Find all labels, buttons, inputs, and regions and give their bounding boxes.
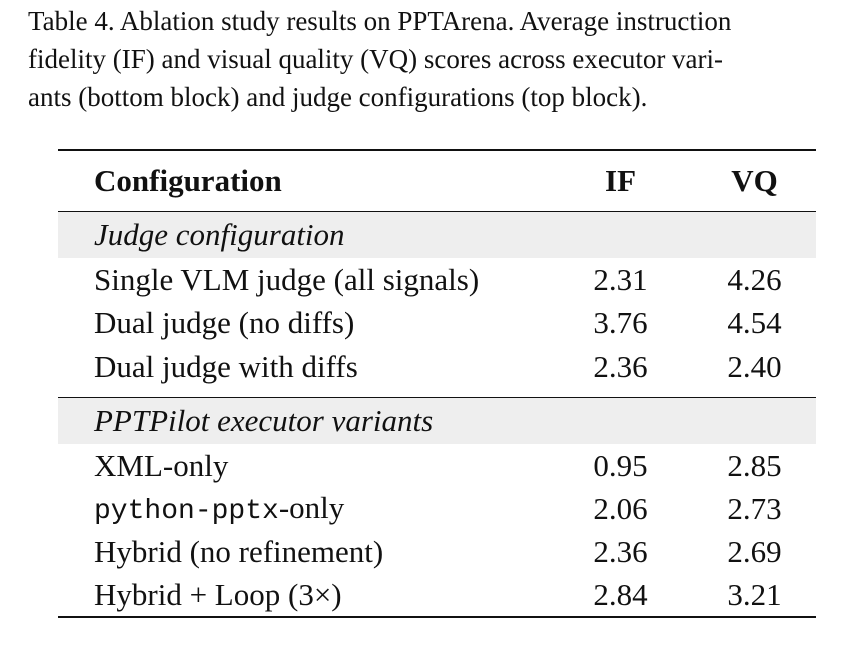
executor-block: PPTPilot executor variants XML-only 0.95… (58, 397, 816, 617)
section-row-executor: PPTPilot executor variants (58, 397, 816, 444)
row-config-suffix: -only (278, 490, 345, 525)
row-config: Hybrid + Loop (3×) (94, 576, 342, 612)
row-config: python-pptx-only (58, 487, 548, 530)
row-config: Dual judge (no diffs) (94, 304, 355, 340)
row-config-code: python-pptx (94, 496, 279, 527)
ablation-table-container: Configuration IF VQ Judge configuration … (58, 149, 816, 618)
row-vq: 2.69 (727, 533, 782, 569)
row-vq: 4.26 (727, 261, 782, 297)
table-row: Single VLM judge (all signals) 2.31 4.26 (58, 258, 816, 301)
row-if: 2.84 (593, 576, 648, 612)
table-caption: Table 4. Ablation study results on PPTAr… (28, 2, 828, 116)
judge-block: Judge configuration Single VLM judge (al… (58, 211, 816, 398)
row-vq: 4.54 (727, 304, 782, 340)
section-title-judge: Judge configuration (58, 211, 816, 258)
row-vq: 2.73 (727, 490, 782, 526)
ablation-table: Configuration IF VQ Judge configuration … (58, 149, 816, 618)
row-if: 0.95 (593, 447, 648, 483)
table-row: python-pptx-only 2.06 2.73 (58, 487, 816, 530)
row-vq: 3.21 (727, 576, 782, 612)
header-if: IF (605, 163, 636, 198)
table-row: Hybrid (no refinement) 2.36 2.69 (58, 530, 816, 573)
caption-line-1: Table 4. Ablation study results on PPTAr… (28, 6, 732, 36)
section-title-executor: PPTPilot executor variants (58, 397, 816, 444)
table-row: Hybrid + Loop (3×) 2.84 3.21 (58, 573, 816, 617)
row-if: 2.31 (593, 261, 648, 297)
section-row-judge: Judge configuration (58, 211, 816, 258)
table-row: XML-only 0.95 2.85 (58, 444, 816, 487)
header-vq: VQ (731, 163, 778, 198)
row-if: 2.36 (593, 533, 648, 569)
row-config: Hybrid (no refinement) (94, 533, 384, 569)
row-if: 2.36 (593, 348, 648, 384)
row-config: Single VLM judge (all signals) (94, 261, 480, 297)
caption-line-3: ants (bottom block) and judge configurat… (28, 82, 648, 112)
row-if: 2.06 (593, 490, 648, 526)
row-config: Dual judge with diffs (94, 348, 358, 384)
header-configuration: Configuration (94, 163, 282, 198)
table-row: Dual judge with diffs 2.36 2.40 (58, 344, 816, 398)
row-if: 3.76 (593, 304, 648, 340)
row-vq: 2.40 (727, 348, 782, 384)
table-row: Dual judge (no diffs) 3.76 4.54 (58, 301, 816, 344)
row-config: XML-only (94, 447, 229, 483)
header-row: Configuration IF VQ (58, 150, 816, 212)
table-header: Configuration IF VQ (58, 150, 816, 212)
caption-line-2: fidelity (IF) and visual quality (VQ) sc… (28, 44, 724, 74)
row-vq: 2.85 (727, 447, 782, 483)
